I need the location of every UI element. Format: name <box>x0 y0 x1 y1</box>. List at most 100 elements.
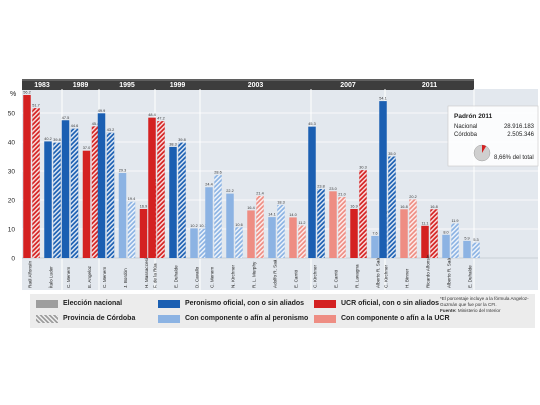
value-label: 23.8 <box>317 184 324 188</box>
legend-item: Con componente o afín a la UCR <box>314 311 450 326</box>
value-label: 7.6 <box>372 231 377 235</box>
bar-nacional <box>268 217 276 258</box>
period-band <box>385 79 474 90</box>
legend-item: Peronismo oficial, con o sin aliados <box>158 296 308 311</box>
value-label: 20.2 <box>409 195 416 199</box>
legend: Elección nacional Provincia de Córdoba P… <box>30 294 535 328</box>
period-year: 2007 <box>340 82 356 89</box>
value-label: 56.2 <box>23 91 30 95</box>
bar-nacional <box>308 126 316 258</box>
value-label: 11.1 <box>421 221 428 225</box>
bar-nacional <box>139 208 148 258</box>
padron-row-value: 28.916.183 <box>504 124 535 130</box>
bar-cordoba-hatch <box>338 197 346 258</box>
padron-2011-box: Padrón 2011 Nacional 28.916.183 Córdoba … <box>447 105 539 167</box>
value-label: 10.6 <box>235 223 242 227</box>
period-band-highlight <box>22 79 62 81</box>
bar-nacional <box>148 117 156 258</box>
padron-title: Padrón 2011 <box>454 113 493 120</box>
value-label: 16.8 <box>400 205 407 209</box>
footnote: *El porcentaje incluye a la fórmula Ange… <box>440 296 534 314</box>
bar-cordoba-hatch <box>298 225 306 258</box>
value-label: 39.8 <box>53 138 60 142</box>
value-label: 16.9 <box>140 204 147 208</box>
value-label: 24.4 <box>205 183 212 187</box>
candidate-label: E. Carrió <box>334 269 339 288</box>
candidate-label: C. Menem <box>210 267 215 288</box>
bar-cordoba-hatch <box>91 126 100 258</box>
value-label: 19.4 <box>128 197 135 201</box>
period-band <box>155 79 200 90</box>
candidate-label: H. Massaccesi <box>144 258 149 288</box>
value-label: 40.2 <box>44 137 51 141</box>
value-label: 30.3 <box>359 166 366 170</box>
bar-cordoba-hatch <box>32 108 40 258</box>
legend-label: Con componente o afín al peronismo <box>185 315 309 322</box>
bar-cordoba-hatch <box>256 195 264 258</box>
y-tick-label: 0 <box>11 255 15 262</box>
legend-item: Con componente o afín al peronismo <box>158 311 308 326</box>
candidate-label: E. Duhalde <box>174 265 179 288</box>
candidate-label: R. Lavagna <box>355 264 360 288</box>
value-label: 11.9 <box>451 219 458 223</box>
bar-cordoba-hatch <box>472 242 480 258</box>
candidate-label: C. Kirchner <box>313 265 318 288</box>
y-tick-label: 20 <box>8 197 16 204</box>
candidate-label: Adolfo R. Saá <box>273 259 278 288</box>
value-label: 10.1 <box>199 224 206 228</box>
candidate-label: Alberto R. Saá <box>447 258 452 288</box>
bar-nacional <box>379 101 387 258</box>
legend-item: Provincia de Córdoba <box>36 311 135 326</box>
period-band-highlight <box>385 79 474 81</box>
period-year: 1983 <box>34 82 50 89</box>
legend-swatch-solid <box>314 299 336 308</box>
bar-nacional <box>247 210 255 258</box>
bar-nacional <box>463 240 471 258</box>
legend-swatch-solid <box>158 314 180 323</box>
bar-nacional <box>442 234 450 258</box>
election-bar-chart: 1983 1989 1995 1999 2003 2007 2011 % 0 10 20 30 40… <box>8 79 539 290</box>
value-label: 47.2 <box>157 117 164 121</box>
value-label: 37.0 <box>83 146 90 150</box>
candidate-label: R. L. Murphy <box>252 261 257 288</box>
bar-cordoba-hatch <box>106 132 115 258</box>
bar-cordoba-hatch <box>388 156 396 258</box>
bar-nacional <box>400 209 408 258</box>
bar-nacional <box>169 146 177 258</box>
period-band <box>99 79 155 90</box>
period-year: 1999 <box>170 82 186 89</box>
legend-swatch-solid <box>36 299 58 308</box>
period-bands: 1983 1989 1995 1999 2003 2007 2011 <box>22 79 474 90</box>
period-band-highlight <box>99 79 155 81</box>
value-label: 10.2 <box>190 224 197 228</box>
bar-cordoba-hatch <box>199 228 207 258</box>
value-label: 11.2 <box>298 221 305 225</box>
legend-label: UCR oficial, con o sin aliados <box>341 300 440 307</box>
candidate-label: Alberto R. Saá <box>376 258 381 288</box>
bar-cordoba-hatch <box>178 142 186 258</box>
value-label: 48.4 <box>148 113 155 117</box>
bar-cordoba-hatch <box>359 170 367 258</box>
period-year: 2011 <box>422 82 437 89</box>
candidate-label: Ricardo Alfonsín <box>426 254 431 288</box>
padron-pie-label: 8,66% del total <box>494 155 534 161</box>
footnote-text: *El porcentaje incluye a la fórmula Ange… <box>440 296 529 307</box>
value-label: 21.4 <box>256 191 263 195</box>
y-tick-label: 40 <box>8 139 16 146</box>
candidate-label: E. Duhalde <box>468 265 473 288</box>
value-label: 39.8 <box>178 138 185 142</box>
value-label: 14.1 <box>268 213 275 217</box>
bar-cordoba-hatch <box>70 128 79 258</box>
value-label: 45.3 <box>308 122 315 126</box>
bar-nacional <box>97 113 106 258</box>
value-label: 29.3 <box>119 169 126 173</box>
bar-cordoba-hatch <box>127 201 136 258</box>
candidate-label: Ítalo Luder <box>48 266 54 288</box>
legend-swatch-solid <box>158 299 180 308</box>
period-year: 1995 <box>119 82 135 89</box>
candidate-label: C. Menem <box>102 267 107 288</box>
legend-item: UCR oficial, con o sin aliados <box>314 296 450 311</box>
bar-cordoba-hatch <box>235 227 243 258</box>
source-text: Ministerio del Interior <box>457 308 501 313</box>
